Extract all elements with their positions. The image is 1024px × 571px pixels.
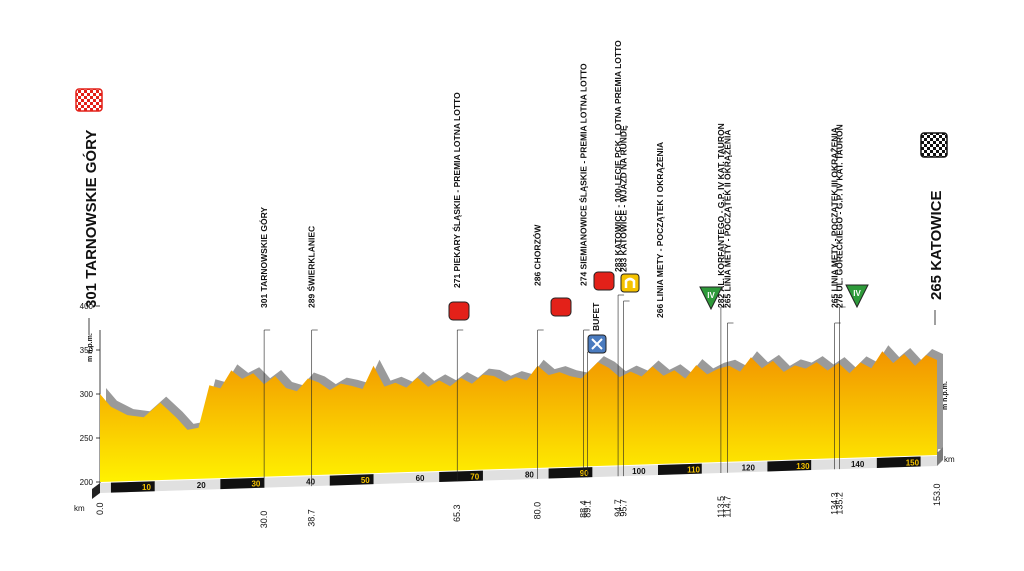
km-tick-label: 100 xyxy=(632,467,646,476)
y-tick-label: 400 xyxy=(80,302,94,311)
km-tick-label: 140 xyxy=(851,460,865,469)
finish-flag-icon xyxy=(920,132,948,158)
route-point-km-label: 95.7 xyxy=(619,499,629,517)
route-point-label: 271 PIEKARY ŚLĄSKIE - PREMIA LOTNA LOTTO xyxy=(451,92,462,288)
route-point-label: 266 LINIA METY - POCZĄTEK I OKRĄŻENIA xyxy=(655,142,665,318)
y-tick-label: 250 xyxy=(80,434,94,443)
profile-side xyxy=(937,447,943,466)
route-point-label: 276 UL. GÓRECKIEGO - G.P. IV KAT. TAURON xyxy=(834,124,845,308)
route-point-label: 283 KATOWICE - WJAZD NA RUNDĘ xyxy=(619,125,629,272)
y-tick-label: 300 xyxy=(80,390,94,399)
route-point-km-label: 88.4 xyxy=(579,500,589,518)
finish-town-label: 265 KATOWICE xyxy=(928,191,945,300)
km-tick-label: 70 xyxy=(470,472,479,481)
start-flag-icon xyxy=(75,88,103,112)
route-point-label: 282 AL. KORFANTEGO - G.P. IV KAT. TAURON xyxy=(716,123,726,308)
x-axis-unit-left: km xyxy=(74,504,85,513)
ribbon-segment xyxy=(329,474,374,486)
km-tick-label: 110 xyxy=(687,465,700,474)
ribbon-left-cap xyxy=(92,483,100,499)
route-point-km-label: 38.7 xyxy=(307,509,317,527)
route-point-km-label: 94.7 xyxy=(613,499,623,517)
route-point: 283 KATOWICE - 100-LECIE PCK. LOTNA PREM… xyxy=(593,40,625,517)
y-tick-label: 200 xyxy=(80,478,94,487)
km-tick-label: 60 xyxy=(416,474,425,483)
route-point-label: 265 LINIA METY - POCZĄTEK II OKRĄŻENIA xyxy=(722,129,732,308)
km-tick-label: 30 xyxy=(251,479,260,488)
route-point-km-label: 135.2 xyxy=(835,492,845,515)
y-tick-label: 350 xyxy=(80,346,94,355)
sprint-marker-icon xyxy=(593,271,615,291)
route-point-label: 283 KATOWICE - 100-LECIE PCK. LOTNA PREM… xyxy=(613,40,623,272)
route-point-label: 274 SIEMIANOWICE ŚLĄSKIE - PREMIA LOTNA … xyxy=(578,63,589,286)
route-points: 301 TARNOWSKIE GÓRY 30.0 289 ŚWIERKLANIEC 3… xyxy=(258,40,869,529)
cutlery-icon xyxy=(591,338,603,350)
route-point-label: 289 ŚWIERKLANIEC xyxy=(306,226,317,308)
km-tick-label: 80 xyxy=(525,471,534,480)
sprint-marker-icon xyxy=(448,301,470,321)
ribbon-segment xyxy=(220,477,265,490)
route-point: 276 UL. GÓRECKIEGO - G.P. IV KAT. TAURON… xyxy=(834,124,869,515)
ribbon-segment xyxy=(658,463,702,475)
route-point: 286 CHORZÓW 80.0 xyxy=(532,224,544,520)
route-point-label: 265 LINIA METY - POCZĄTEK III OKRĄŻENIA xyxy=(830,127,840,308)
km-tick-label: 150 xyxy=(906,458,920,467)
kom-category-label: IV xyxy=(707,291,715,300)
ribbon-segment xyxy=(439,470,483,483)
y-axis-title-left: m n.p.m. xyxy=(87,333,94,362)
feed-zone-label: BUFET xyxy=(591,302,601,331)
kom-category-label: IV xyxy=(853,289,861,298)
route-point-km-label: 30.0 xyxy=(259,511,269,529)
route-point-label: 286 CHORZÓW xyxy=(532,224,543,286)
route-point: 301 TARNOWSKIE GÓRY 30.0 xyxy=(258,207,271,529)
start-km-label: 0.0 xyxy=(95,502,105,515)
km-tick-label: 90 xyxy=(580,469,589,478)
route-point-km-label: 114.7 xyxy=(722,496,732,518)
km-tick-label: 20 xyxy=(197,481,206,490)
route-point: 282 AL. KORFANTEGO - G.P. IV KAT. TAURON… xyxy=(699,123,727,518)
finish-group: 265 KATOWICE xyxy=(920,132,948,325)
km-tick-label: 50 xyxy=(361,476,370,485)
sprint-marker-icon xyxy=(550,297,572,317)
route-point: 89.1 BUFET xyxy=(582,302,607,518)
kom-marker-icon xyxy=(699,286,723,311)
route-point-km-label: 134.3 xyxy=(830,492,840,515)
route-point: 265 LINIA METY - POCZĄTEK II OKRĄŻENIA 11… xyxy=(722,129,734,518)
km-tick-label: 40 xyxy=(306,478,315,487)
route-point-km-label: 80.0 xyxy=(533,502,543,520)
route-point: 271 PIEKARY ŚLĄSKIE - PREMIA LOTNA LOTTO… xyxy=(448,92,470,522)
route-point: 283 KATOWICE - WJAZD NA RUNDĘ 95.7 xyxy=(619,125,640,517)
kom-marker-icon xyxy=(845,284,869,309)
finish-km-label: 153.0 xyxy=(932,483,942,506)
route-point-km-label: 113.5 xyxy=(716,496,726,518)
route-point: 289 ŚWIERKLANIEC 38.7 xyxy=(306,226,318,527)
route-point-km-label: 65.3 xyxy=(452,504,462,522)
circuit-loop-icon xyxy=(624,277,636,288)
km-tick-label: 10 xyxy=(142,483,151,492)
ribbon-segment xyxy=(876,456,921,468)
circuit-marker-icon xyxy=(620,273,640,293)
ribbon-segment xyxy=(110,481,155,493)
km-tick-label: 120 xyxy=(742,464,756,473)
ribbon-segment xyxy=(767,460,812,472)
route-point-km-label: 89.1 xyxy=(582,500,592,518)
route-point: 266 LINIA METY - POCZĄTEK I OKRĄŻENIA xyxy=(655,142,665,318)
km-tick-label: 130 xyxy=(796,462,810,471)
y-axis-title-right: m n.p.m. xyxy=(942,381,949,410)
start-group: 301 TARNOWSKIE GÓRY xyxy=(75,88,103,335)
route-point-label: 301 TARNOWSKIE GÓRY xyxy=(258,207,269,308)
x-axis-unit-right: km xyxy=(944,455,955,464)
start-town-label: 301 TARNOWSKIE GÓRY xyxy=(82,130,100,308)
route-point: 274 SIEMIANOWICE ŚLĄSKIE - PREMIA LOTNA … xyxy=(550,63,590,518)
ribbon-segment xyxy=(548,467,593,479)
